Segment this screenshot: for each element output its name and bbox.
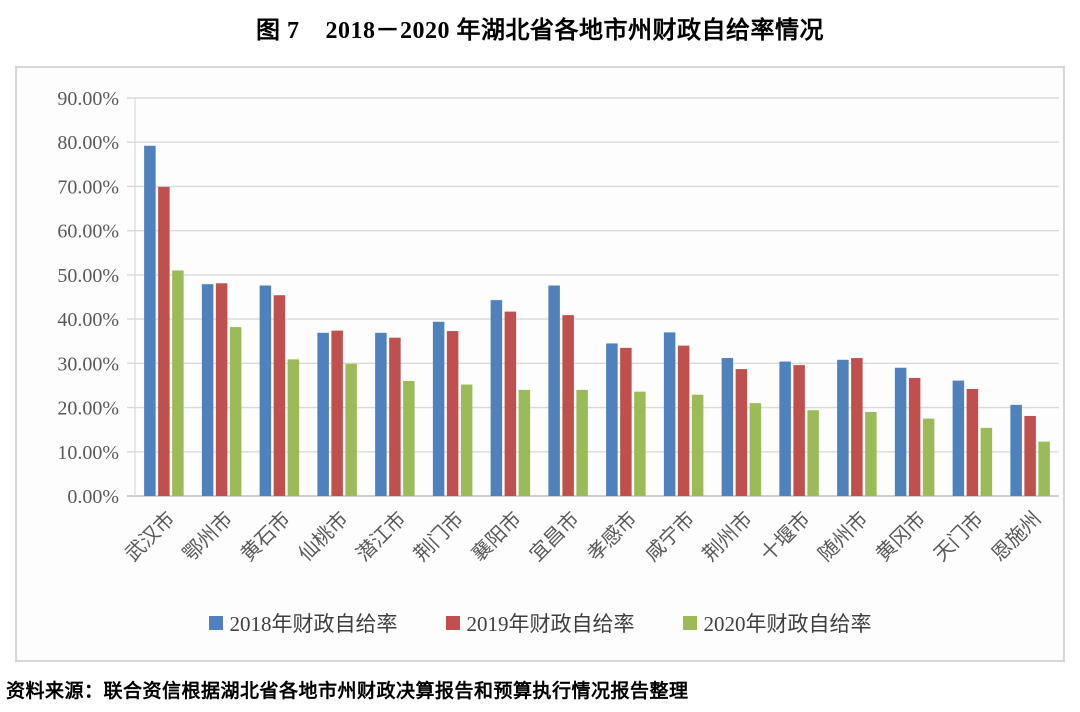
bar <box>851 358 863 496</box>
chart-title: 图 7 2018－2020 年湖北省各地市州财政自给率情况 <box>0 10 1080 45</box>
x-tick-label: 咸宁市 <box>640 507 699 566</box>
x-tick-label: 恩施州 <box>987 507 1046 566</box>
x-tick-label: 武汉市 <box>121 507 180 566</box>
bar <box>375 332 387 496</box>
x-tick-label: 宜昌市 <box>525 507 584 566</box>
bar <box>215 283 228 496</box>
bar <box>446 331 459 496</box>
source-note: 资料来源：联合资信根据湖北省各地市州财政决算报告和预算执行情况报告整理 <box>6 676 689 703</box>
bar <box>865 411 877 496</box>
x-tick-label: 襄阳市 <box>467 507 526 566</box>
legend-label: 2018年财政自给率 <box>229 612 398 636</box>
y-tick-label: 40.00% <box>57 309 119 331</box>
bar <box>490 300 503 496</box>
x-tick-label: 潜江市 <box>352 507 411 566</box>
y-tick-label: 0.00% <box>67 486 119 508</box>
x-tick-label: 仙桃市 <box>294 507 353 566</box>
bar-chart: 0.00% 10.00% 20.00% 30.00% 40.00% 50.00% 60.00… <box>57 88 1059 566</box>
x-tick-label: 荆州市 <box>698 507 757 566</box>
bar <box>317 332 329 496</box>
x-tick-label: 孝感市 <box>583 507 642 566</box>
y-tick-label: 60.00% <box>57 221 119 243</box>
bar <box>735 369 748 496</box>
x-tick-label: 鄂州市 <box>178 507 237 566</box>
bar <box>894 367 907 496</box>
bar <box>287 359 300 496</box>
bar <box>1024 415 1036 496</box>
legend-item: 2018年财政自给率 <box>208 608 398 638</box>
bar <box>389 337 401 496</box>
legend-swatch <box>208 616 223 630</box>
bar <box>273 295 286 496</box>
bar <box>1038 441 1050 496</box>
bar <box>922 418 935 496</box>
legend-label: 2019年财政自给率 <box>466 612 635 636</box>
bar <box>460 384 473 496</box>
figure-label: 图 7 <box>256 18 300 44</box>
bar <box>749 403 762 496</box>
y-tick-label: 10.00% <box>57 442 119 464</box>
x-tick-label: 天门市 <box>929 507 988 566</box>
y-tick-label: 20.00% <box>57 398 119 420</box>
bar <box>779 361 791 496</box>
x-tick-label: 十堰市 <box>756 507 815 566</box>
bar <box>504 311 517 496</box>
bar <box>952 380 965 496</box>
y-tick-label: 70.00% <box>57 176 119 198</box>
legend-swatch <box>445 616 460 630</box>
bar <box>548 285 560 496</box>
bar <box>908 377 921 496</box>
bar <box>259 285 272 496</box>
chart-title-text: 2018－2020 年湖北省各地市州财政自给率情况 <box>325 18 824 44</box>
y-tick-label: 80.00% <box>57 132 119 154</box>
bar <box>562 315 574 496</box>
bar <box>793 365 805 496</box>
bar <box>518 389 531 496</box>
bar <box>663 332 676 496</box>
bar <box>677 345 690 496</box>
legend-item: 2019年财政自给率 <box>445 608 635 638</box>
source-prefix: 资料来源： <box>6 681 104 702</box>
chart-legend: 2018年财政自给率 2019年财政自给率 2020年财政自给率 <box>17 608 1063 638</box>
chart-area: 0.00% 10.00% 20.00% 30.00% 40.00% 50.00% 60.00… <box>15 66 1065 662</box>
bar <box>345 363 357 496</box>
bar <box>691 394 704 496</box>
legend-swatch <box>682 616 697 630</box>
bar <box>606 343 618 496</box>
bar <box>634 391 646 496</box>
bar <box>721 358 734 496</box>
bar <box>172 270 184 496</box>
bar <box>158 186 170 496</box>
bar <box>1010 404 1022 496</box>
x-tick-label: 黄石市 <box>236 507 295 566</box>
bar <box>620 347 632 496</box>
bar <box>837 359 849 496</box>
bar <box>144 145 156 496</box>
legend-item: 2020年财政自给率 <box>682 608 872 638</box>
bar <box>201 284 214 496</box>
bar <box>807 410 819 496</box>
bar <box>403 381 415 496</box>
y-tick-label: 50.00% <box>57 265 119 287</box>
bar <box>966 388 979 496</box>
bar <box>980 427 993 496</box>
x-tick-label: 荆门市 <box>409 507 468 566</box>
y-tick-label: 90.00% <box>57 88 119 110</box>
x-tick-label: 随州市 <box>814 507 873 566</box>
y-tick-label: 30.00% <box>57 353 119 375</box>
legend-label: 2020年财政自给率 <box>703 612 872 636</box>
bar <box>576 389 588 496</box>
bar <box>229 327 242 496</box>
source-text: 联合资信根据湖北省各地市州财政决算报告和预算执行情况报告整理 <box>103 681 689 702</box>
bar <box>432 321 445 496</box>
bar <box>331 330 343 496</box>
x-tick-label: 黄冈市 <box>871 507 930 566</box>
